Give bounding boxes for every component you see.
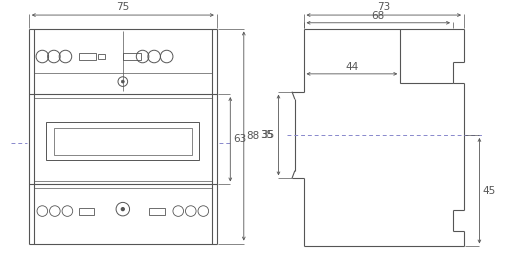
- Bar: [98, 54, 105, 59]
- Text: 68: 68: [372, 11, 385, 21]
- Circle shape: [121, 208, 124, 211]
- Circle shape: [121, 80, 124, 83]
- Text: 45: 45: [482, 186, 496, 196]
- Bar: [46, 122, 199, 161]
- Text: 35: 35: [261, 130, 275, 140]
- Bar: [79, 53, 96, 60]
- Bar: [149, 208, 165, 215]
- Text: 88: 88: [246, 131, 260, 141]
- Bar: [54, 128, 192, 155]
- Text: 44: 44: [345, 62, 358, 72]
- Bar: [79, 208, 94, 215]
- Text: 35: 35: [260, 130, 273, 140]
- Text: 75: 75: [116, 2, 129, 12]
- Text: 73: 73: [377, 2, 391, 12]
- Text: 63: 63: [233, 134, 246, 144]
- Bar: [123, 53, 140, 60]
